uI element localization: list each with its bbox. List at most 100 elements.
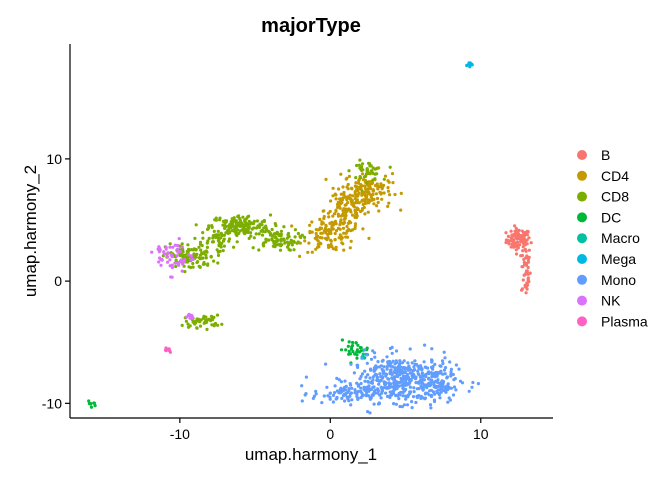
point-cd4 [369,193,373,197]
point-cd4 [328,229,332,233]
point-cd4 [333,192,337,196]
point-cd4 [367,236,371,240]
point-b [526,283,530,287]
point-cd4 [310,250,314,254]
point-mono [429,406,433,410]
point-cd8 [360,189,364,193]
point-b [504,240,508,245]
point-mono [324,362,328,366]
point-cd8 [260,233,265,237]
point-mono [320,401,324,405]
point-mono [371,349,375,353]
point-mono [384,391,388,395]
point-cd4 [361,227,365,231]
point-mono [331,393,336,397]
point-cd8 [354,176,358,180]
point-mono [402,403,406,407]
point-b [514,248,518,252]
point-b [521,233,525,237]
point-mono [441,361,445,366]
point-mono [341,394,346,398]
point-mono [418,375,422,379]
point-cd8 [232,228,237,232]
point-cd4 [316,234,320,238]
point-mono [369,368,373,372]
point-mono [388,346,392,351]
point-cd4 [303,239,307,243]
point-cd4 [340,236,344,240]
point-cd4 [377,209,381,213]
point-cd8 [286,243,291,247]
point-nk [175,247,179,251]
point-cd8 [274,224,278,228]
point-cd4 [363,197,367,201]
point-mono [385,355,389,359]
point-cd8 [252,236,256,240]
point-mono [432,399,437,404]
point-mono [400,368,404,373]
point-mono [422,360,426,364]
point-mono [391,365,395,369]
point-nk [180,269,184,273]
point-cd8 [232,245,236,249]
point-cd4 [331,227,335,231]
legend: B CD4 CD8 DC Macro Mega Mono NK Plasma [577,147,648,329]
point-mono [360,356,364,360]
point-cd8 [251,246,255,250]
point-cd8 [303,235,307,239]
point-mono [333,391,337,395]
point-cd8 [370,169,374,173]
point-dc [350,344,355,348]
point-cd8 [197,256,201,260]
point-nk [168,245,172,249]
point-b [526,278,530,282]
point-cd8 [209,314,214,318]
point-cd4 [357,181,361,185]
legend-item-cd4: CD4 [577,168,629,184]
point-cd8 [199,318,203,322]
point-cd4 [386,189,391,193]
point-mono [397,397,401,401]
legend-key [577,254,587,264]
point-cd4 [363,184,367,188]
point-dc [93,404,97,408]
point-cd4 [346,182,350,187]
point-cd4 [320,220,324,224]
point-cd4 [344,231,348,235]
legend-label: Plasma [601,313,648,329]
point-mono [344,384,348,388]
point-mono [360,372,364,376]
point-nk [169,252,173,256]
point-mono [340,389,344,393]
point-cd4 [343,195,347,199]
point-mono [355,363,359,367]
point-mono [413,359,417,363]
point-cd4 [355,206,359,210]
point-dc [347,340,351,344]
point-cd8 [219,236,223,240]
point-mono [337,378,341,382]
point-mono [471,380,475,385]
point-mono [350,386,354,390]
point-mono [438,396,442,400]
point-mono [438,364,442,368]
point-b [521,278,525,282]
point-cd8 [358,158,362,162]
point-cd4 [339,192,343,196]
point-cd4 [349,229,353,233]
point-dc [354,341,358,345]
point-mono [385,365,389,369]
legend-item-mono: Mono [577,272,636,288]
point-mono [364,393,368,397]
point-dc [339,348,344,352]
point-cd8 [222,237,226,241]
point-mono [432,385,436,389]
point-cd4 [390,172,395,176]
point-dc [355,348,359,352]
point-b [522,230,526,235]
point-mono [373,355,377,359]
point-mono [312,394,316,398]
point-mono [453,377,457,381]
point-cd4 [327,215,331,219]
point-nk [177,263,181,267]
